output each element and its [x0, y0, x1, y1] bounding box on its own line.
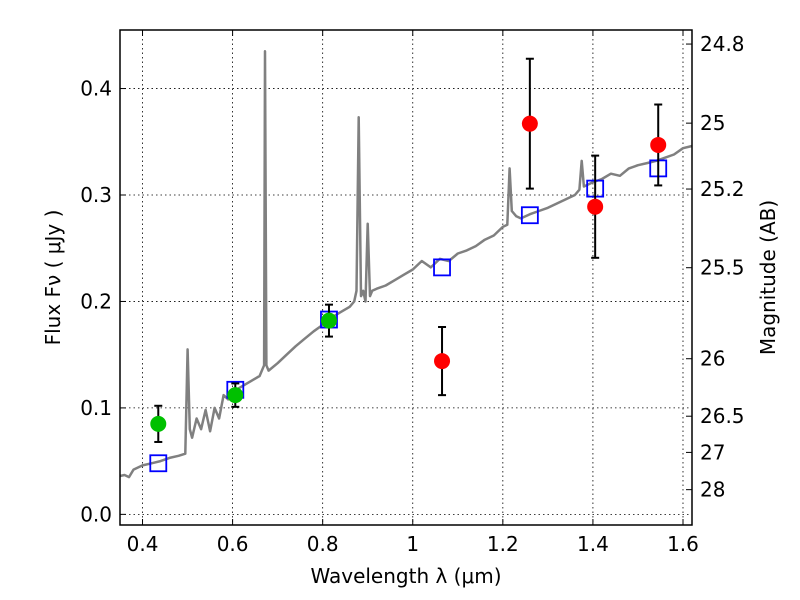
magnitude-tick-label: 28 [700, 478, 725, 502]
optical-detection-point [150, 415, 167, 432]
y-tick-label: 0.0 [80, 502, 112, 526]
magnitude-tick-label: 25 [700, 111, 725, 135]
ticks: 0.4 0.6 0.8 1 1.2 1.4 1.6 0.0 0.1 0.2 0.3 0.4 24.8 25… [80, 30, 745, 556]
magnitude-tick-label: 26.5 [700, 404, 745, 428]
plot-area [120, 30, 692, 525]
x-tick-label: 1.2 [487, 532, 519, 556]
magnitude-tick-label: 25.2 [700, 177, 745, 201]
y-tick-label: 0.4 [80, 77, 112, 101]
nir-detection-point [587, 198, 604, 215]
optical-detection-point [227, 387, 244, 404]
y-axis-label: Flux Fν ( μJy ) [41, 210, 65, 346]
spectrum-line [119, 50, 693, 479]
optical-detection-point [320, 312, 337, 329]
x-tick-label: 0.8 [307, 532, 339, 556]
nir-detection-point [521, 115, 538, 132]
series-layer [119, 50, 693, 479]
y-tick-label: 0.1 [80, 396, 112, 420]
y-tick-label: 0.2 [80, 289, 112, 313]
magnitude-tick-label: 24.8 [700, 32, 745, 56]
y-axis-right-label: Magnitude (AB) [756, 200, 780, 355]
model-photometry-point [433, 258, 451, 277]
magnitude-tick-label: 26 [700, 347, 725, 371]
magnitude-tick-label: 25.5 [700, 256, 745, 280]
x-tick-label: 0.6 [217, 532, 249, 556]
model-photometry-point [520, 206, 539, 225]
y-tick-label: 0.3 [80, 183, 112, 207]
nir-detection-point [650, 136, 667, 153]
x-axis-label: Wavelength λ (μm) [310, 564, 501, 588]
x-tick-label: 0.4 [127, 532, 159, 556]
plot-frame [119, 29, 693, 526]
nir-detection-point [434, 353, 451, 370]
model-photometry-point [149, 454, 168, 473]
x-tick-label: 1 [406, 532, 419, 556]
magnitude-tick-label: 27 [700, 440, 725, 464]
x-tick-label: 1.4 [577, 532, 609, 556]
x-tick-label: 1.6 [667, 532, 699, 556]
